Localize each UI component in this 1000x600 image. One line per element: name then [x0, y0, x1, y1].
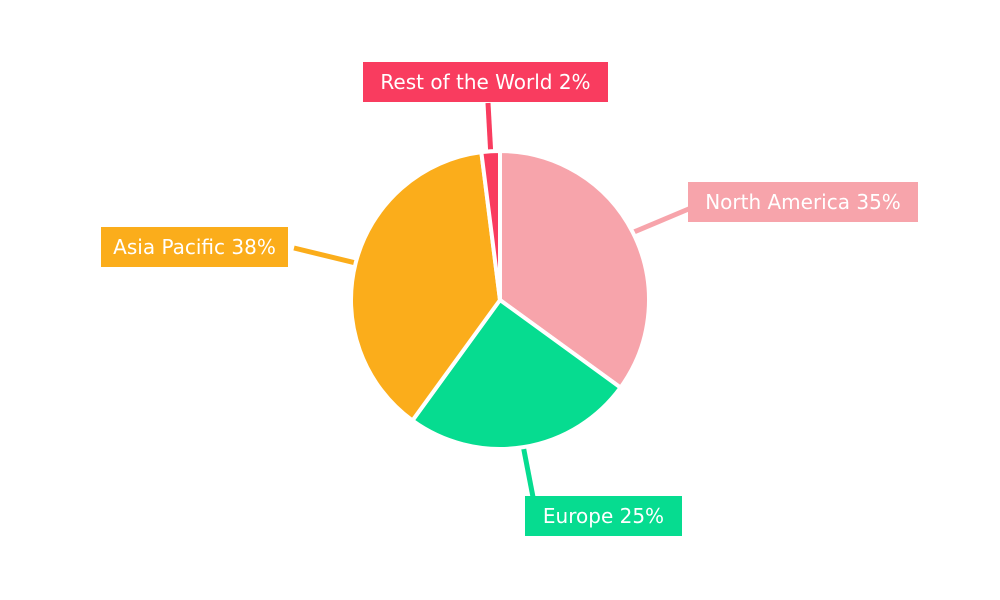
callout-label-asia-pacific: Asia Pacific 38% — [101, 227, 288, 267]
leader-line-asia-pacific — [293, 245, 359, 266]
callout-label-europe: Europe 25% — [525, 496, 682, 536]
callout-label-rest-of-world: Rest of the World 2% — [363, 62, 608, 102]
callout-label-north-america: North America 35% — [688, 182, 918, 222]
pie-slice-north-america[interactable] — [498, 149, 651, 390]
leader-line-europe — [520, 444, 536, 498]
pie-slice-rest-of-the-world[interactable] — [479, 148, 502, 302]
leader-line-north-america — [630, 205, 692, 236]
pie-slice-europe[interactable] — [410, 298, 623, 451]
pie-slice-asia-pacific[interactable] — [349, 150, 502, 423]
leader-line-rest-of-the-world — [485, 102, 494, 154]
